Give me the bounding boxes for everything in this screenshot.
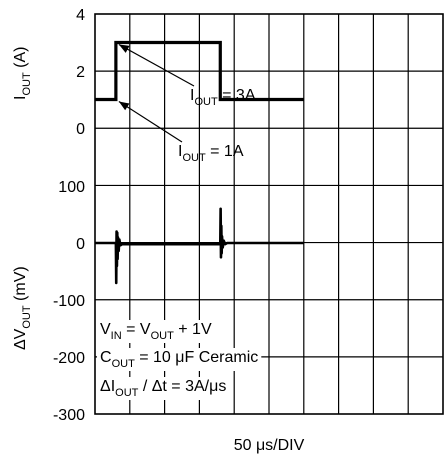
condition-text: ΔIOUT / Δt = 3A/μs	[100, 378, 226, 399]
y-tick-label: 0	[76, 236, 85, 253]
plot-annotations: IOUT = 3A IOUT = 1A VIN = VOUT + 1V COUT = …	[97, 43, 262, 400]
y-tick-label: 0	[76, 121, 85, 138]
condition-text-bg	[97, 377, 230, 400]
y-tick-label: 100	[58, 179, 85, 196]
y-axis-label-voltage: ΔVOUT (mV)	[12, 266, 33, 350]
y-tick-label: -100	[53, 293, 85, 310]
iout-annotation: IOUT = 1A	[178, 143, 244, 164]
y-tick-label: 4	[76, 7, 85, 24]
leader-line	[118, 100, 183, 143]
x-axis-label: 50 μs/DIV	[234, 437, 305, 454]
iout-trace	[95, 40, 304, 102]
iout-annotation: IOUT = 3A	[190, 87, 256, 108]
condition-text: COUT = 10 μF Ceramic	[100, 349, 258, 370]
arrowhead	[118, 101, 130, 111]
plot-traces	[95, 40, 304, 285]
axis-labels: IOUT (A) ΔVOUT (mV) 50 μs/DIV	[12, 47, 305, 454]
y-tick-label: -300	[53, 407, 85, 424]
y-axis-label-current: IOUT (A)	[12, 47, 33, 100]
dvout-trace	[95, 207, 304, 285]
condition-text-bg	[97, 348, 262, 371]
y-tick-labels: 4 2 0 100 0 -100 -200 -300	[53, 7, 85, 424]
plot-frame	[94, 13, 444, 415]
leader-line	[118, 43, 195, 87]
arrowhead	[118, 44, 130, 53]
y-tick-label: -200	[53, 350, 85, 367]
condition-text-bg	[97, 320, 215, 343]
condition-text: VIN = VOUT + 1V	[100, 321, 212, 342]
y-tick-label: 2	[76, 64, 85, 81]
